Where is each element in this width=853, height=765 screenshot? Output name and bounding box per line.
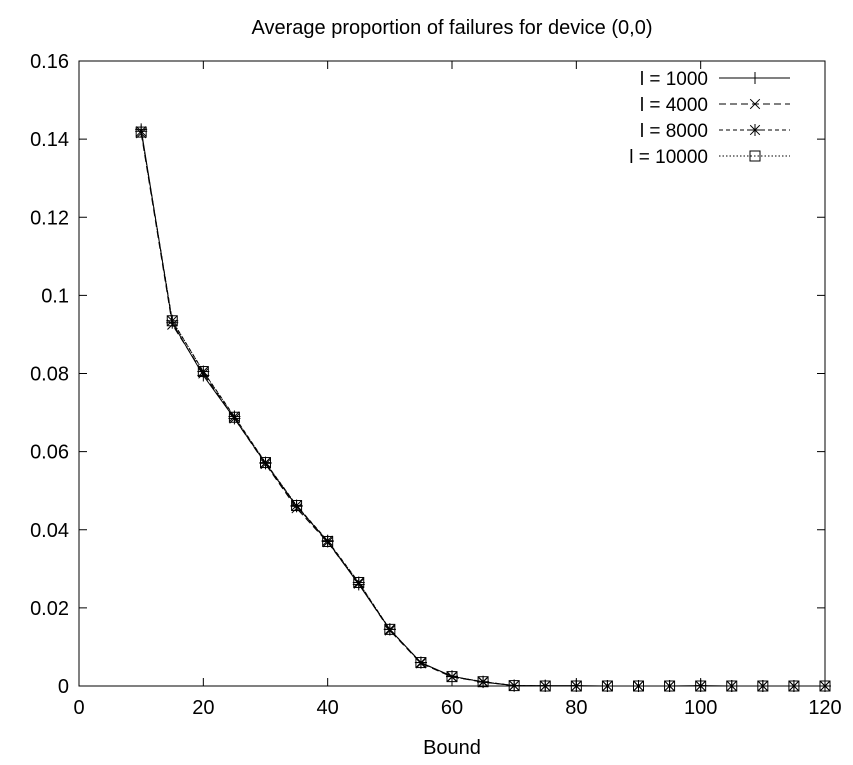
x-tick-label: 120: [808, 697, 841, 719]
series-layer: [135, 123, 831, 692]
x-tick-label: 40: [317, 697, 339, 719]
data-point: [570, 680, 582, 692]
data-point: [788, 680, 800, 692]
data-point: [166, 315, 178, 327]
series-1: [135, 123, 831, 692]
legend-marker: [749, 124, 761, 136]
data-point: [726, 680, 738, 692]
axis-ticks: 0 20 40 60 80 100 120 0 0.02 0.04 0.06 0.08 0.1 0.12 0…: [30, 51, 842, 719]
x-axis-label: Bound: [423, 737, 481, 759]
data-point: [353, 576, 365, 588]
legend-marker: [749, 98, 761, 110]
legend-entry: l = 10000: [629, 147, 790, 168]
y-tick-label: 0.02: [30, 598, 69, 620]
y-tick-label: 0.08: [30, 364, 69, 386]
data-point: [446, 671, 458, 683]
series-line: [140, 129, 825, 687]
y-tick-label: 0.04: [30, 520, 69, 542]
y-tick-label: 0.06: [30, 442, 69, 464]
y-tick-label: 0.1: [41, 285, 69, 307]
series-2: [136, 128, 831, 692]
series-line: [140, 132, 825, 687]
series-line: [140, 133, 825, 687]
x-tick-label: 80: [565, 697, 587, 719]
x-tick-label: 20: [192, 697, 214, 719]
legend-marker: [749, 150, 761, 162]
data-point: [477, 676, 489, 688]
series-4: [135, 126, 831, 692]
data-point: [228, 411, 240, 423]
data-point: [260, 457, 271, 469]
legend-marker: [749, 72, 761, 84]
legend-label: l = 4000: [640, 95, 708, 116]
data-point: [384, 623, 396, 635]
data-point: [135, 126, 147, 138]
data-point: [633, 680, 644, 692]
y-tick-label: 0.14: [30, 129, 69, 151]
data-point: [508, 680, 520, 692]
data-point: [291, 500, 303, 512]
y-tick-label: 0.16: [30, 51, 69, 73]
data-point: [322, 535, 334, 547]
data-point: [664, 680, 676, 692]
series-line: [140, 131, 825, 687]
data-point: [757, 680, 769, 692]
data-point: [415, 657, 427, 669]
legend-entry: l = 8000: [640, 121, 790, 142]
x-tick-label: 100: [684, 697, 717, 719]
legend-entry: l = 4000: [640, 95, 790, 116]
x-tick-label: 0: [73, 697, 84, 719]
plot-frame: [78, 60, 826, 687]
data-point: [539, 680, 551, 692]
data-point: [601, 680, 613, 692]
chart-title: Average proportion of failures for devic…: [252, 17, 653, 39]
data-point: [695, 680, 707, 692]
y-tick-label: 0.12: [30, 207, 69, 229]
data-point: [197, 366, 209, 378]
legend-label: l = 1000: [640, 69, 708, 90]
data-point: [819, 680, 831, 692]
legend-entry: l = 1000: [640, 69, 790, 90]
data-point: [135, 125, 148, 138]
legend-label: l = 10000: [629, 147, 708, 168]
y-tick-label: 0: [58, 676, 69, 698]
legend: l = 1000 l = 4000 l = 8000 l = 10000: [629, 69, 790, 168]
legend-label: l = 8000: [640, 121, 708, 142]
series-3: [135, 125, 831, 692]
x-tick-label: 60: [441, 697, 463, 719]
